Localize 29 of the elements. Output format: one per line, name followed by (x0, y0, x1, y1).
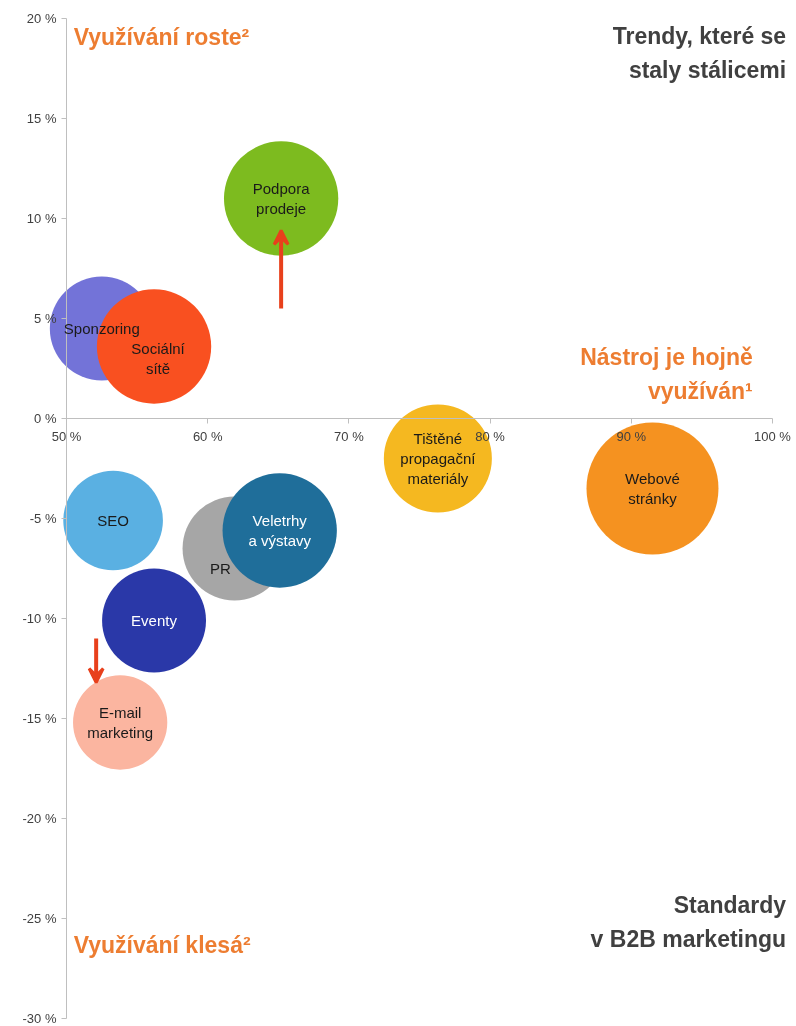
series-label: SEO (97, 512, 129, 529)
x-tick-label: 70 % (334, 428, 365, 444)
y-tick-label: 0 % (34, 411, 57, 426)
series-label: Eventy (131, 612, 178, 629)
x-tick-label: 60 % (192, 428, 223, 444)
annotation: Nástroj je hojně využíván¹ (580, 344, 753, 405)
x-tick-label: 50 % (51, 428, 82, 444)
x-tick-label: 90 % (616, 428, 647, 444)
y-tick-label: 10 % (26, 211, 57, 226)
annotation: Trendy, které se staly stálicemi (612, 23, 787, 83)
annotation: Standardy v B2B marketingu (590, 892, 787, 952)
annotation: Využívání klesá² (73, 932, 251, 959)
series-label: Webové stránky (625, 469, 680, 508)
y-tick-label: -30 % (22, 1011, 57, 1026)
y-tick-label: -10 % (22, 611, 57, 626)
y-tick-label: 15 % (26, 111, 57, 126)
series-label: Podpora prodeje (252, 179, 311, 218)
series-label: PR (210, 560, 232, 577)
series-label: Tištěné propagační materiály (400, 429, 477, 488)
y-tick-label: -20 % (22, 811, 57, 826)
y-tick-label: -15 % (22, 711, 57, 726)
y-tick-label: 20 % (26, 11, 57, 26)
annotation: Využívání roste² (73, 24, 250, 51)
x-tick-label: 100 % (754, 428, 792, 444)
y-tick-label: -25 % (22, 911, 57, 926)
series-label: Veletrhy a výstavy (248, 511, 312, 550)
series-label: Sociální sítě (131, 339, 186, 378)
y-tick-label: -5 % (29, 511, 57, 526)
series-label: E-mail marketing (87, 703, 154, 742)
